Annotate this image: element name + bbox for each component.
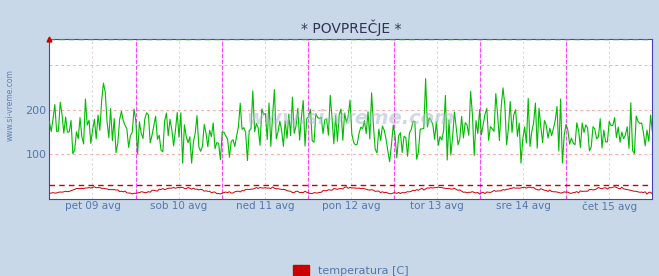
Text: www.si-vreme.com: www.si-vreme.com [5,69,14,141]
Text: www.si-vreme.com: www.si-vreme.com [246,109,455,128]
Title: * POVPREČJE *: * POVPREČJE * [301,20,401,36]
Legend: temperatura [C], smer vetra [st.]: temperatura [C], smer vetra [st.] [293,265,409,276]
